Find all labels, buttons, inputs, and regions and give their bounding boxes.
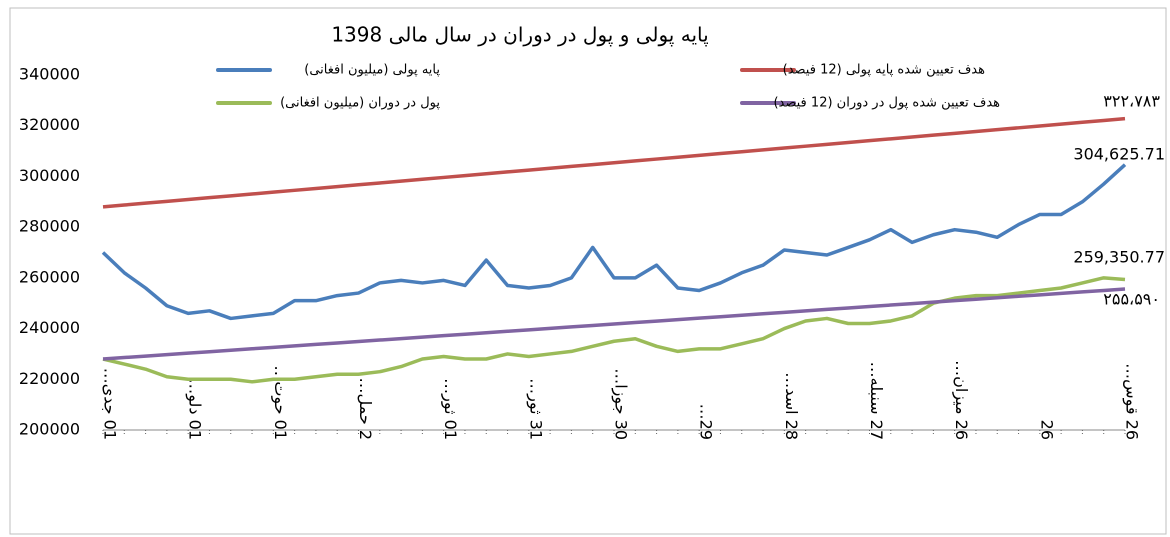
y-tick-label: 300000 xyxy=(19,166,80,185)
data-label: ۳۲۲،۷۸۳ xyxy=(1103,92,1160,111)
x-tick-label: 26 قوس… xyxy=(1122,363,1142,440)
y-tick-label: 320000 xyxy=(19,115,80,134)
x-tick-label: 26 xyxy=(1037,420,1056,440)
chart-title: پایه پولی و پول در دوران در سال مالی 139… xyxy=(331,23,708,48)
y-tick-label: 200000 xyxy=(19,420,80,439)
x-tick-label: 31 ثور… xyxy=(525,378,545,440)
x-tick-label: 28 اسد… xyxy=(782,372,801,440)
legend-label: هدف تعیین شده پول در دوران (12 فیصد) xyxy=(773,96,1000,111)
x-tick-label: 27 سنبله… xyxy=(867,362,886,440)
y-tick-label: 280000 xyxy=(19,217,80,236)
x-tick-label: 01 دلو… xyxy=(185,378,205,440)
y-tick-label: 240000 xyxy=(19,318,80,337)
legend-label: پایه پولی (میلیون افغانی) xyxy=(304,63,440,78)
x-tick-label: 30 جوزا… xyxy=(611,368,631,440)
x-tick-label: 01 ثور… xyxy=(440,378,460,440)
data-label: 304,625.71 xyxy=(1073,145,1165,164)
legend-label: هدف تعیین شده پایه پولی (12 فیصد) xyxy=(783,63,985,78)
x-tick-label: 2 حمل… xyxy=(356,377,375,440)
y-tick-label: 220000 xyxy=(19,369,80,388)
y-tick-label: 260000 xyxy=(19,267,80,286)
data-label: ۲۵۵،۵۹۰ xyxy=(1103,290,1160,309)
line-series xyxy=(102,276,1126,384)
line-series xyxy=(102,287,1126,361)
chart-frame xyxy=(9,7,1167,535)
x-tick-label: 01 حوت… xyxy=(270,365,290,440)
x-tick-label: 26 میزان… xyxy=(951,360,971,440)
x-tick-label: 01 جدی… xyxy=(101,368,120,440)
legend-label: پول در دوران (میلیون افغانی) xyxy=(280,96,440,111)
line-series xyxy=(102,116,1126,209)
y-tick-label: 340000 xyxy=(19,65,80,84)
x-tick-label: 29… xyxy=(697,404,716,440)
line-series xyxy=(101,163,1127,321)
data-label: 259,350.77 xyxy=(1073,248,1165,267)
